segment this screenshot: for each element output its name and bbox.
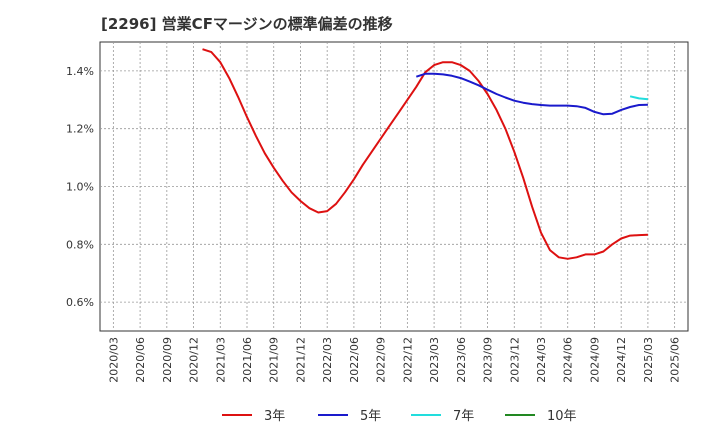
x-tick-label: 2022/12: [401, 337, 414, 383]
series-line-2: [629, 95, 648, 101]
series-line-0: [202, 48, 648, 260]
x-tick-label: 2024/03: [535, 337, 548, 383]
x-tick-label: 2020/12: [188, 337, 201, 383]
y-tick-label: 1.2%: [66, 123, 94, 136]
x-tick-label: 2025/06: [669, 337, 682, 383]
x-tick-label: 2024/12: [615, 337, 628, 383]
x-tick-label: 2023/03: [428, 337, 441, 383]
legend-label: 3年: [264, 409, 285, 424]
x-tick-label: 2022/03: [321, 337, 334, 383]
x-tick-label: 2025/03: [642, 337, 655, 383]
y-tick-label: 1.0%: [66, 181, 94, 194]
legend-label: 7年: [453, 409, 474, 424]
x-tick-label: 2023/12: [508, 337, 521, 383]
x-tick-label: 2021/12: [294, 337, 307, 383]
series-line-1: [415, 72, 648, 116]
x-tick-label: 2022/06: [348, 337, 361, 383]
x-tick-label: 2024/09: [588, 337, 601, 383]
x-tick-label: 2024/06: [562, 337, 575, 383]
y-tick-label: 0.6%: [66, 296, 94, 309]
x-tick-label: 2020/03: [107, 337, 120, 383]
y-tick-label: 1.4%: [66, 65, 94, 78]
x-tick-label: 2020/09: [161, 337, 174, 383]
x-tick-label: 2022/09: [375, 337, 388, 383]
x-tick-label: 2021/09: [268, 337, 281, 383]
chart-title: [2296] 営業CFマージンの標準偏差の推移: [101, 15, 393, 33]
x-tick-label: 2020/06: [134, 337, 147, 383]
x-tick-label: 2021/03: [214, 337, 227, 383]
x-tick-label: 2023/06: [455, 337, 468, 383]
x-tick-label: 2021/06: [241, 337, 254, 383]
legend-label: 10年: [547, 409, 577, 424]
x-tick-label: 2023/09: [482, 337, 495, 383]
y-tick-label: 0.8%: [66, 238, 94, 251]
legend-label: 5年: [360, 409, 381, 424]
